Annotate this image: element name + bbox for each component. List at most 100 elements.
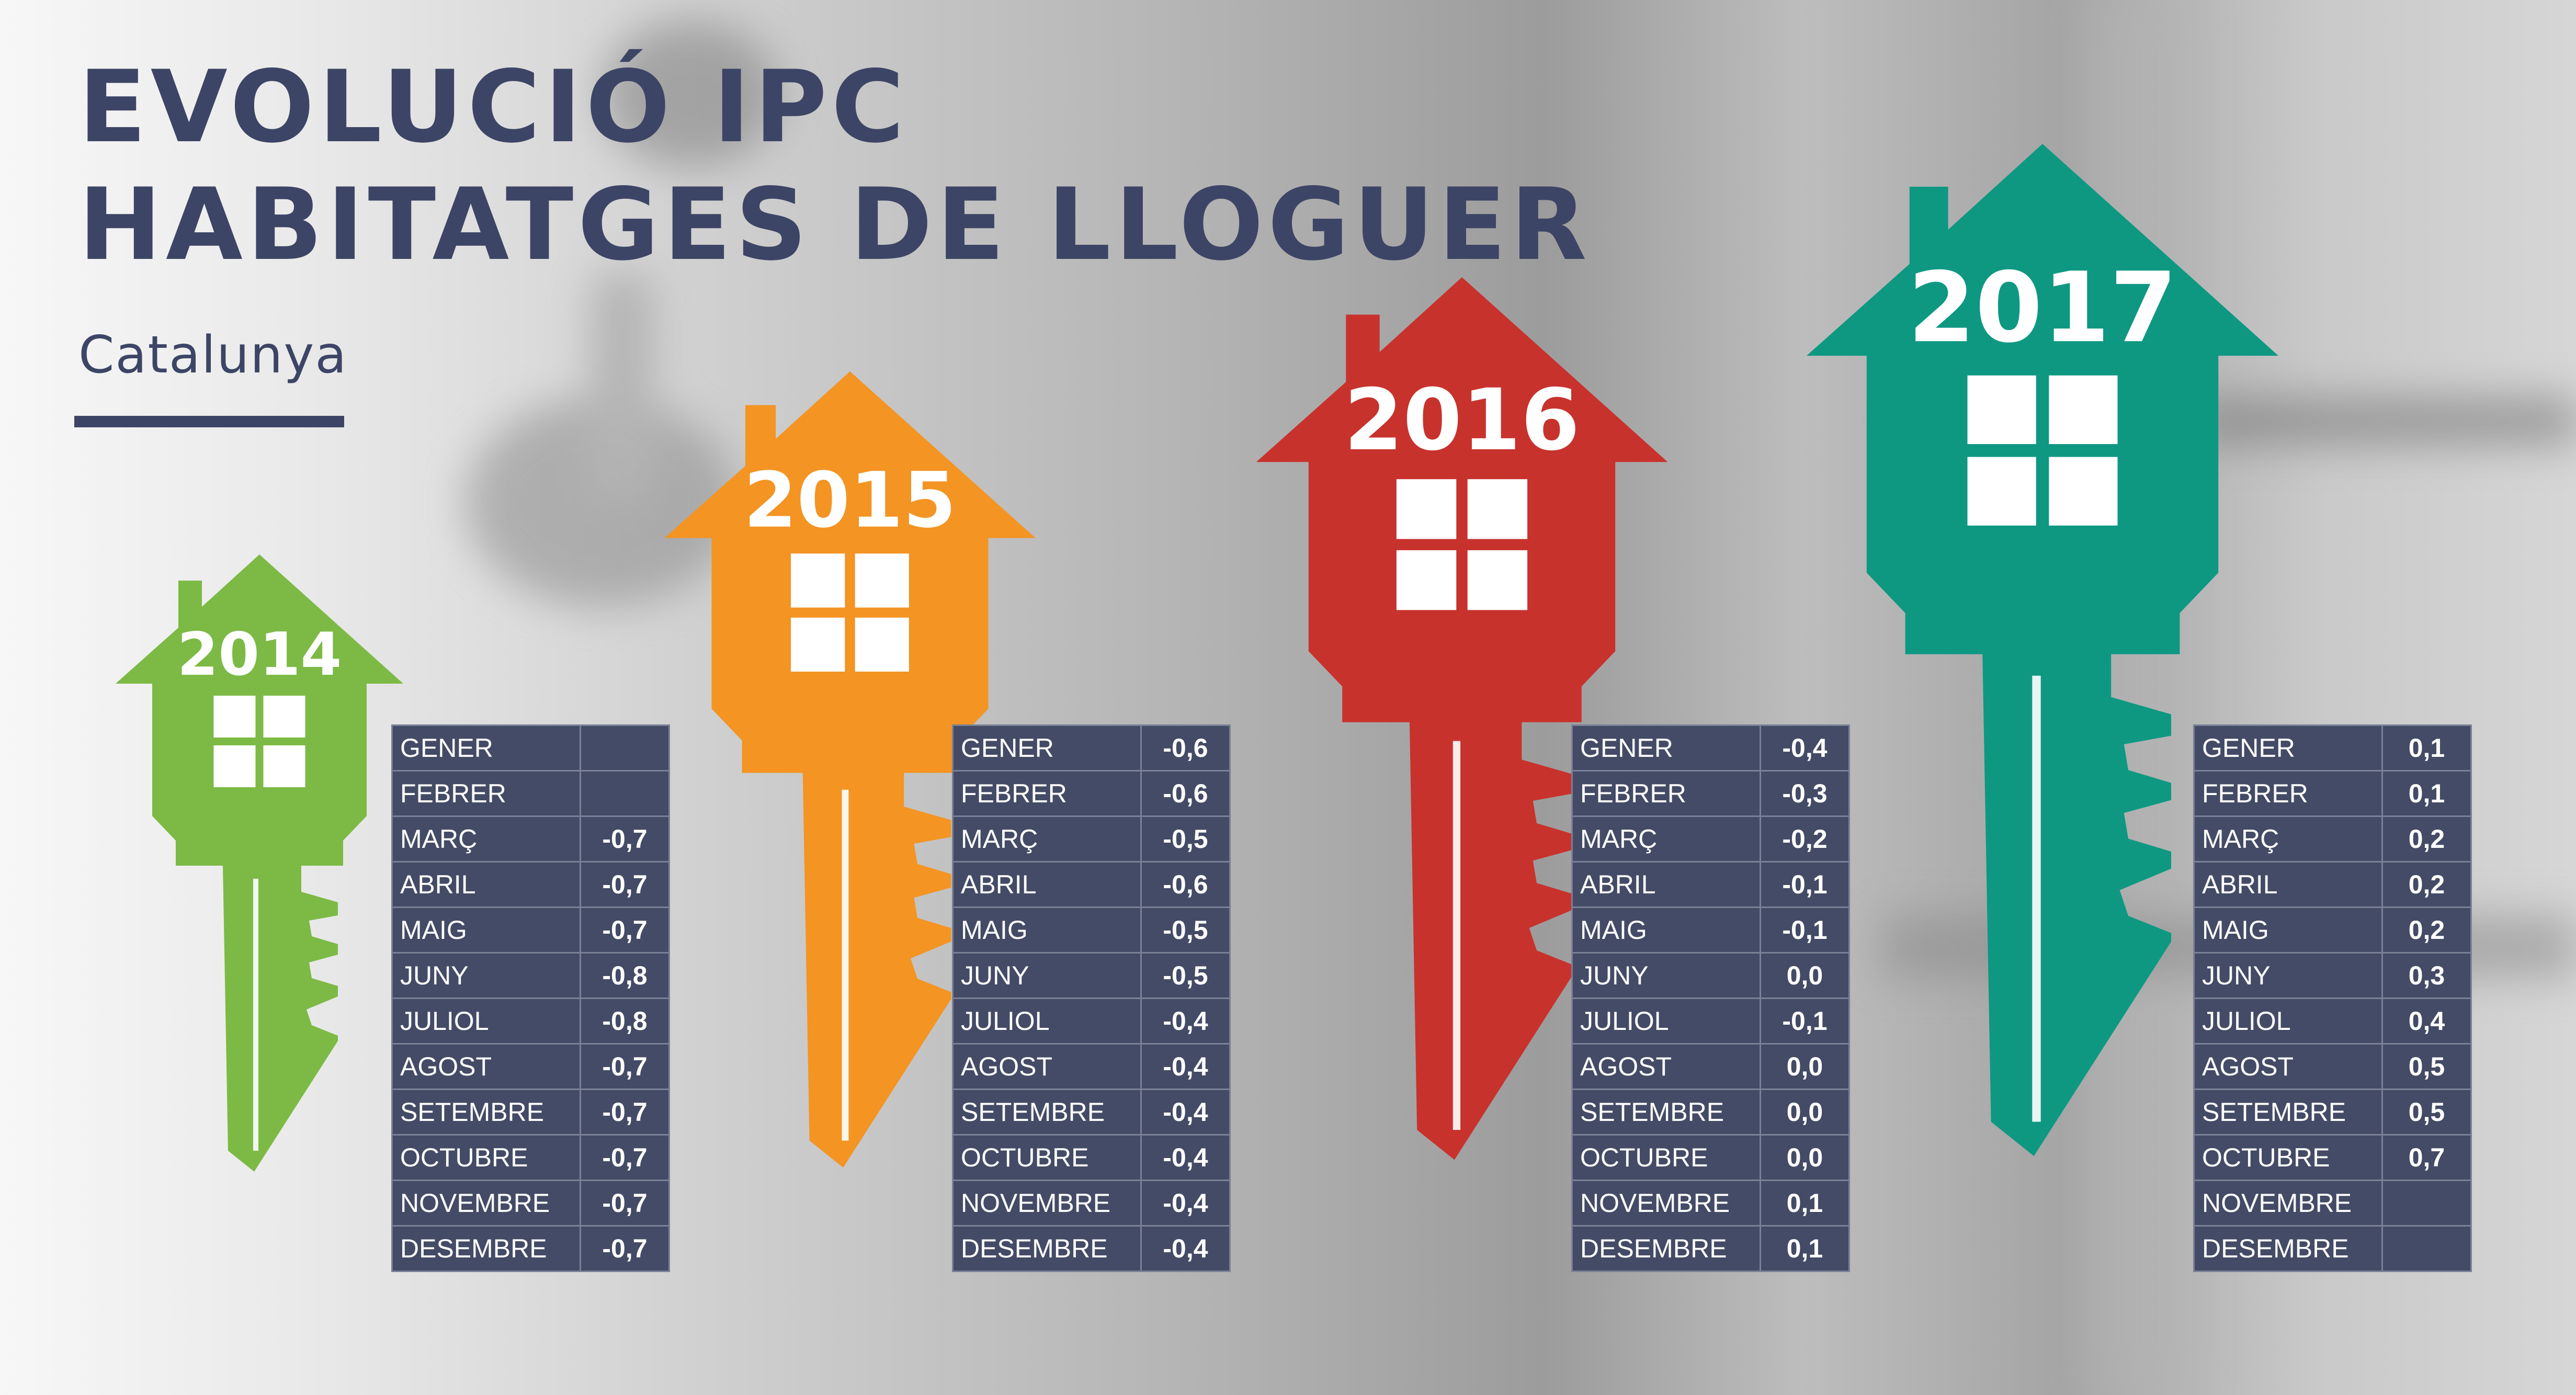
month-label: FEBRER <box>952 770 1142 817</box>
month-label: AGOST <box>391 1043 581 1090</box>
table-row: JULIOL -0,4 <box>952 997 1231 1045</box>
ipc-table-2016: GENER -0,4 FEBRER -0,3 MARÇ -0,2 ABRIL -0,1 MAIG… <box>1571 724 1850 1272</box>
window-pane-2015-1 <box>791 553 845 608</box>
window-pane-2014-3 <box>213 745 256 787</box>
window-pane-2017-1 <box>1967 375 2036 444</box>
table-row: JUNY -0,5 <box>952 952 1231 999</box>
ipc-value <box>2381 1225 2472 1272</box>
month-label: MAIG <box>952 906 1142 954</box>
ipc-value: -0,4 <box>1140 1088 1231 1136</box>
month-label: MARÇ <box>1571 815 1761 863</box>
window-pane-2014-2 <box>263 696 305 738</box>
table-row: NOVEMBRE -0,7 <box>391 1179 670 1227</box>
month-label: AGOST <box>952 1043 1142 1090</box>
ipc-value: 0,0 <box>1760 1088 1850 1136</box>
year-label-2014: 2014 <box>177 620 342 689</box>
table-row: DESEMBRE -0,7 <box>391 1225 670 1272</box>
month-label: DESEMBRE <box>952 1225 1142 1272</box>
window-pane-2017-2 <box>2049 375 2118 444</box>
table-row: FEBRER -0,6 <box>952 770 1231 817</box>
month-label: OCTUBRE <box>952 1134 1142 1181</box>
key-slot-2017 <box>2032 675 2041 1122</box>
ipc-value <box>580 770 670 817</box>
month-label: DESEMBRE <box>1571 1225 1761 1272</box>
ipc-value: -0,1 <box>1760 861 1850 908</box>
table-row: MAIG -0,7 <box>391 906 670 954</box>
year-label-2017: 2017 <box>1908 251 2177 364</box>
table-row: GENER -0,4 <box>1571 724 1850 772</box>
ipc-value: 0,5 <box>2381 1043 2472 1090</box>
month-label: MARÇ <box>952 815 1142 863</box>
ipc-value: -0,6 <box>1140 770 1231 817</box>
ipc-value: 0,3 <box>2381 952 2472 999</box>
table-row: MARÇ -0,2 <box>1571 815 1850 863</box>
table-row: NOVEMBRE -0,4 <box>952 1179 1231 1227</box>
table-row: AGOST -0,7 <box>391 1043 670 1090</box>
table-row: NOVEMBRE 0,1 <box>1571 1179 1850 1227</box>
ipc-value: -0,6 <box>1140 724 1231 772</box>
ipc-value: -0,1 <box>1760 906 1850 954</box>
ipc-value <box>580 724 670 772</box>
key-slot-2014 <box>253 879 258 1151</box>
ipc-value: -0,5 <box>1140 815 1231 863</box>
month-label: NOVEMBRE <box>2193 1179 2383 1227</box>
month-label: JUNY <box>2193 952 2383 999</box>
ipc-value: 0,1 <box>1760 1225 1850 1272</box>
month-label: NOVEMBRE <box>391 1179 581 1227</box>
month-label: AGOST <box>2193 1043 2383 1090</box>
ipc-value: 0,2 <box>2381 906 2472 954</box>
month-label: JULIOL <box>2193 997 2383 1045</box>
ipc-value: -0,7 <box>580 1179 670 1227</box>
month-label: GENER <box>952 724 1142 772</box>
month-label: GENER <box>391 724 581 772</box>
ipc-value: -0,4 <box>1140 1179 1231 1227</box>
month-label: MAIG <box>391 906 581 954</box>
window-pane-2015-4 <box>855 617 909 672</box>
month-label: SETEMBRE <box>1571 1088 1761 1136</box>
ipc-value: -0,7 <box>580 1043 670 1090</box>
window-pane-2015-2 <box>855 553 909 608</box>
table-row: ABRIL -0,1 <box>1571 861 1850 908</box>
ipc-value: 0,4 <box>2381 997 2472 1045</box>
ipc-table-2017: GENER 0,1 FEBRER 0,1 MARÇ 0,2 ABRIL 0,2 MAIG 0,2 J… <box>2193 724 2472 1272</box>
key-shape-2017 <box>1807 144 2278 1156</box>
month-label: ABRIL <box>391 861 581 908</box>
month-label: JUNY <box>952 952 1142 999</box>
ipc-table-2015: GENER -0,6 FEBRER -0,6 MARÇ -0,5 ABRIL -0,6 MAIG… <box>952 724 1231 1272</box>
table-row: AGOST 0,0 <box>1571 1043 1850 1090</box>
key-slot-2015 <box>842 789 849 1141</box>
window-pane-2016-3 <box>1396 550 1457 610</box>
ipc-value: -0,5 <box>1140 906 1231 954</box>
month-label: SETEMBRE <box>952 1088 1142 1136</box>
subtitle-underline <box>74 416 344 427</box>
year-label-2015: 2015 <box>744 456 956 545</box>
month-label: OCTUBRE <box>1571 1134 1761 1181</box>
table-row: ABRIL 0,2 <box>2193 861 2472 908</box>
ipc-value: -0,4 <box>1140 997 1231 1045</box>
month-label: JULIOL <box>1571 997 1761 1045</box>
window-pane-2017-3 <box>1967 457 2036 526</box>
ipc-value: -0,2 <box>1760 815 1850 863</box>
table-row: DESEMBRE 0,1 <box>1571 1225 1850 1272</box>
month-label: NOVEMBRE <box>1571 1179 1761 1227</box>
page-title-line-1: EVOLUCIÓ IPC <box>78 49 909 165</box>
ipc-value: 0,0 <box>1760 1134 1850 1181</box>
month-label: ABRIL <box>1571 861 1761 908</box>
ipc-value: -0,7 <box>580 815 670 863</box>
month-label: SETEMBRE <box>2193 1088 2383 1136</box>
table-row: JULIOL -0,1 <box>1571 997 1850 1045</box>
ipc-value: -0,1 <box>1760 997 1850 1045</box>
table-row: JUNY 0,0 <box>1571 952 1850 999</box>
key-2017: 2017 <box>1807 144 2278 1156</box>
table-row: MARÇ 0,2 <box>2193 815 2472 863</box>
key-slot-2016 <box>1452 741 1461 1130</box>
ipc-table-2014: GENER FEBRER MARÇ -0,7 ABRIL -0,7 MAIG -0,7 JUNY… <box>391 724 670 1272</box>
ipc-value: 0,1 <box>1760 1179 1850 1227</box>
month-label: NOVEMBRE <box>952 1179 1142 1227</box>
window-pane-2016-4 <box>1467 550 1528 610</box>
table-row: OCTUBRE 0,7 <box>2193 1134 2472 1181</box>
ipc-value: -0,4 <box>1140 1134 1231 1181</box>
month-label: SETEMBRE <box>391 1088 581 1136</box>
window-pane-2014-4 <box>263 745 305 787</box>
